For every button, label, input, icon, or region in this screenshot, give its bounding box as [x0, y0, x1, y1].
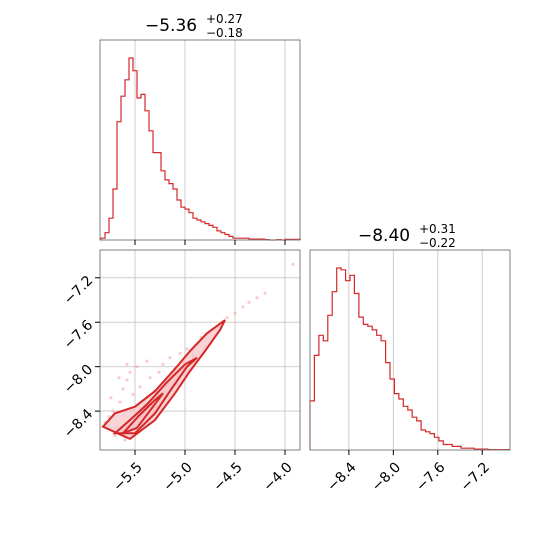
scatter-point-32	[241, 305, 245, 309]
scatter-point-34	[255, 296, 259, 300]
contour-line-inner	[122, 392, 164, 435]
panel-2-x-ticks: −5.5 −5.0 −4.5 −4.0	[110, 450, 296, 495]
scatter-point-30	[225, 316, 229, 320]
panel-3-title-value: −8.40	[358, 226, 410, 246]
marginal-histogram-param-2: −8.40 +0.31 −0.22 −8.4 −8.0 −7.6 −7.2	[309, 222, 511, 495]
panel-3-frame	[309, 249, 511, 451]
scatter-point-15	[157, 370, 161, 374]
scatter-point-5	[121, 387, 125, 391]
panel-2-contours	[101, 319, 226, 441]
panel-3-histogram-step	[309, 267, 510, 451]
panel-1-title-upper: +0.27	[206, 12, 243, 26]
scatter-point-22	[185, 347, 189, 351]
scatter-point-12	[145, 359, 149, 363]
panel-3-title-upper: +0.31	[419, 222, 456, 236]
scatter-point-35	[263, 291, 267, 295]
scatter-point-16	[161, 362, 165, 366]
panel-3-x-ticks: −8.4 −8.0 −7.6 −7.2	[324, 450, 493, 495]
panel-2-x-tick-label-0: −5.5	[110, 459, 145, 494]
scatter-point-4	[118, 400, 122, 404]
scatter-point-13	[148, 376, 152, 380]
scatter-point-31	[233, 311, 237, 315]
scatter-point-9	[135, 365, 139, 369]
panel-3-x-tick-label-3: −7.2	[458, 459, 493, 494]
panel-2-y-tick-label-2: −8.0	[61, 362, 96, 397]
marginal-histogram-param-1: −5.36 +0.27 −0.18	[99, 12, 301, 245]
scatter-point-47	[109, 396, 113, 400]
contour-line-outer	[101, 319, 226, 441]
scatter-point-48	[117, 376, 121, 380]
panel-1-title-lower: −0.18	[206, 26, 243, 40]
scatter-point-10	[138, 385, 142, 389]
scatter-point-37	[113, 434, 117, 438]
panel-1-x-ticks	[134, 240, 286, 245]
panel-3-title-lower: −0.22	[419, 236, 456, 250]
scatter-point-18	[168, 356, 172, 360]
panel-3-x-tick-label-2: −7.6	[413, 459, 448, 494]
scatter-point-38	[123, 438, 127, 442]
scatter-point-1	[107, 415, 111, 419]
panel-2-x-tick-label-2: −4.5	[210, 459, 245, 494]
scatter-point-49	[125, 362, 129, 366]
panel-2-y-ticks: −7.2 −7.6 −8.0 −8.4	[61, 273, 100, 441]
panel-1-histogram-step	[100, 57, 301, 241]
panel-2-y-tick-label-0: −7.2	[61, 273, 96, 308]
scatter-point-7	[128, 370, 132, 374]
panel-2-frame	[99, 249, 301, 451]
panel-3-grid	[348, 250, 483, 450]
scatter-point-6	[125, 378, 129, 382]
scatter-point-20	[178, 351, 182, 355]
panel-2-y-tick-label-1: −7.6	[61, 317, 96, 352]
contour-line-middle	[112, 356, 198, 435]
panel-2-x-tick-label-3: −4.0	[260, 459, 295, 494]
panel-3-x-tick-label-1: −8.0	[369, 459, 404, 494]
panel-1-grid	[134, 40, 286, 240]
panel-2-x-tick-label-1: −5.0	[160, 459, 195, 494]
scatter-point-33	[247, 300, 251, 304]
panel-1-frame	[99, 39, 301, 241]
scatter-point-2	[111, 409, 115, 413]
contour-fill-outer	[103, 320, 225, 439]
panel-3-x-tick-label-0: −8.4	[324, 459, 359, 494]
panel-2-y-tick-label-3: −8.4	[61, 406, 96, 441]
panel-1-title-value: −5.36	[145, 16, 197, 36]
joint-scatter-contour: −5.5 −5.0 −4.5 −4.0 −7.2 −7.6 −8.0 −8.4	[61, 249, 301, 495]
scatter-point-36	[291, 262, 295, 266]
scatter-point-8	[131, 392, 135, 396]
